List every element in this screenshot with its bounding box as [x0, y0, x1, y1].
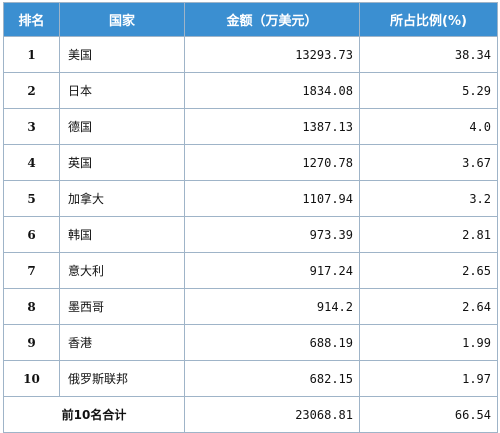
amount-cell: 682.15: [184, 360, 360, 397]
table-row: 4 英国 1270.78 3.67: [3, 144, 498, 181]
total-label: 前10名合计: [3, 396, 185, 433]
amount-cell: 917.24: [184, 252, 360, 289]
rank-cell: 7: [3, 252, 60, 289]
country-cell: 德国: [59, 108, 185, 145]
country-cell: 美国: [59, 36, 185, 73]
rank-cell: 4: [3, 144, 60, 181]
share-cell: 3.67: [359, 144, 498, 181]
column-header-rank: 排名: [3, 2, 60, 37]
table-body: 1 美国 13293.73 38.34 2 日本 1834.08 5.29 3 德国 1387.13…: [3, 36, 498, 433]
share-cell: 5.29: [359, 72, 498, 109]
share-cell: 38.34: [359, 36, 498, 73]
amount-cell: 973.39: [184, 216, 360, 253]
table-row: 10 俄罗斯联邦 682.15 1.97: [3, 360, 498, 397]
share-cell: 3.2: [359, 180, 498, 217]
amount-cell: 1270.78: [184, 144, 360, 181]
rank-cell: 5: [3, 180, 60, 217]
header-row: 排名 国家 金额（万美元） 所占比例(%): [3, 2, 498, 37]
country-cell: 香港: [59, 324, 185, 361]
country-cell: 日本: [59, 72, 185, 109]
data-table: 排名 国家 金额（万美元） 所占比例(%) 1 美国 13293.73 38.34 2 日…: [3, 2, 498, 433]
rank-cell: 1: [3, 36, 60, 73]
rank-cell: 3: [3, 108, 60, 145]
table-row: 6 韩国 973.39 2.81: [3, 216, 498, 253]
total-amount-cell: 23068.81: [184, 396, 360, 433]
rank-cell: 10: [3, 360, 60, 397]
table-row: 8 墨西哥 914.2 2.64: [3, 288, 498, 325]
total-row: 前10名合计 23068.81 66.54: [3, 396, 498, 433]
country-cell: 韩国: [59, 216, 185, 253]
share-cell: 4.0: [359, 108, 498, 145]
amount-cell: 688.19: [184, 324, 360, 361]
amount-cell: 1834.08: [184, 72, 360, 109]
table-row: 9 香港 688.19 1.99: [3, 324, 498, 361]
table-row: 7 意大利 917.24 2.65: [3, 252, 498, 289]
column-header-amount: 金额（万美元）: [184, 2, 360, 37]
share-cell: 2.65: [359, 252, 498, 289]
rank-cell: 9: [3, 324, 60, 361]
table-row: 3 德国 1387.13 4.0: [3, 108, 498, 145]
table-row: 5 加拿大 1107.94 3.2: [3, 180, 498, 217]
column-header-share: 所占比例(%): [359, 2, 498, 37]
total-share-cell: 66.54: [359, 396, 498, 433]
country-cell: 墨西哥: [59, 288, 185, 325]
share-cell: 1.99: [359, 324, 498, 361]
table-row: 2 日本 1834.08 5.29: [3, 72, 498, 109]
amount-cell: 1107.94: [184, 180, 360, 217]
share-cell: 2.81: [359, 216, 498, 253]
column-header-country: 国家: [59, 2, 185, 37]
amount-cell: 1387.13: [184, 108, 360, 145]
rank-cell: 8: [3, 288, 60, 325]
rank-cell: 2: [3, 72, 60, 109]
table-row: 1 美国 13293.73 38.34: [3, 36, 498, 73]
share-cell: 1.97: [359, 360, 498, 397]
country-cell: 意大利: [59, 252, 185, 289]
country-cell: 英国: [59, 144, 185, 181]
country-cell: 加拿大: [59, 180, 185, 217]
amount-cell: 13293.73: [184, 36, 360, 73]
share-cell: 2.64: [359, 288, 498, 325]
amount-cell: 914.2: [184, 288, 360, 325]
country-cell: 俄罗斯联邦: [59, 360, 185, 397]
rank-cell: 6: [3, 216, 60, 253]
